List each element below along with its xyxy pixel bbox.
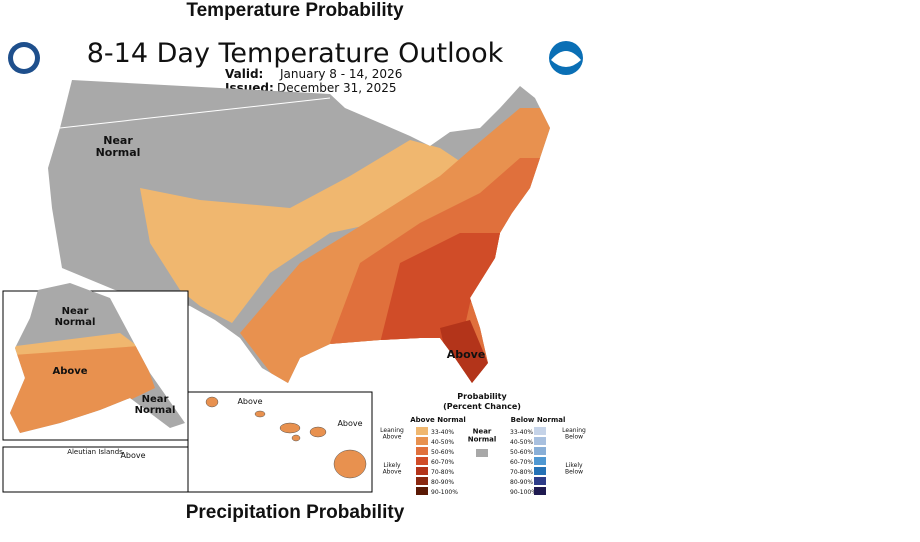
- legend-likely-above: Likely Above: [383, 462, 402, 476]
- ak-near-se-label: Near Normal: [135, 394, 176, 416]
- aleutian-label: Aleutian Islands: [67, 448, 123, 456]
- legend-above-swatch: [416, 437, 428, 445]
- legend-above-swatch: [416, 467, 428, 475]
- legend-below-swatch: [534, 447, 546, 455]
- state-borders: [59, 97, 331, 129]
- page-footer-title: Precipitation Probability: [185, 502, 405, 523]
- legend-below-header: Below Normal: [511, 416, 566, 424]
- legend-below-range: 40-50%: [510, 439, 533, 446]
- map-title: 8-14 Day Temperature Outlook: [87, 38, 504, 69]
- hi-island: [309, 426, 327, 438]
- legend-below-swatch: [534, 457, 546, 465]
- legend-below-range: 90-100%: [510, 489, 537, 496]
- legend-above-header: Above Normal: [410, 416, 466, 424]
- legend-below-swatch: [534, 487, 546, 495]
- doc-logo-inner: [13, 47, 35, 69]
- outlook-region: [440, 320, 488, 383]
- hi-above-west: Above: [237, 397, 262, 406]
- conus-near-label: Near Normal: [96, 134, 141, 159]
- legend-below-swatch: [534, 467, 546, 475]
- legend-below-swatch: [534, 437, 546, 445]
- legend-above-range: 80-90%: [431, 479, 454, 486]
- legend-above-range: 90-100%: [431, 489, 458, 496]
- legend-above-swatch: [416, 447, 428, 455]
- legend-title: Probability: [457, 392, 507, 401]
- legend-above-swatch: [416, 427, 428, 435]
- hi-island: [205, 396, 219, 408]
- legend-near-swatch: [476, 449, 488, 457]
- legend-below-range: 70-80%: [510, 469, 533, 476]
- hi-above-east: Above: [337, 419, 362, 428]
- valid-value: January 8 - 14, 2026: [279, 67, 402, 81]
- aleutian-above-label: Above: [120, 451, 145, 460]
- legend-above-range: 50-60%: [431, 449, 454, 456]
- legend-above-range: 60-70%: [431, 459, 454, 466]
- legend-below-range: 80-90%: [510, 479, 533, 486]
- ak-leaning: [10, 333, 140, 358]
- issued-value: December 31, 2025: [277, 81, 396, 95]
- legend-below-swatch: [534, 427, 546, 435]
- ak-above-label: Above: [52, 366, 87, 377]
- legend-above-swatch: [416, 457, 428, 465]
- legend-above-swatch: [416, 487, 428, 495]
- legend-subtitle: (Percent Chance): [443, 402, 521, 411]
- noaa-logo-inner: [551, 51, 581, 67]
- hawaii: [205, 396, 367, 479]
- legend-above-range: 70-80%: [431, 469, 454, 476]
- legend-leaning-below: Leaning Below: [562, 427, 586, 441]
- hi-island: [291, 434, 301, 442]
- legend-above-range: 33-40%: [431, 429, 454, 436]
- legend-below-range: 50-60%: [510, 449, 533, 456]
- legend-likely-below: Likely Below: [565, 462, 583, 476]
- hi-island: [333, 449, 367, 479]
- ak-above: [10, 346, 155, 433]
- hi-island: [254, 410, 266, 418]
- conus-above-label: Above: [447, 348, 486, 361]
- legend-above-range: 40-50%: [431, 439, 454, 446]
- ak-near-top-label: Near Normal: [55, 306, 96, 328]
- outlook-region: [140, 140, 470, 323]
- legend-above-swatch: [416, 477, 428, 485]
- valid-label: Valid:: [225, 67, 263, 81]
- legend-near: Near Normal: [468, 428, 497, 444]
- page-title: Temperature Probability: [186, 0, 404, 21]
- legend-below-swatch: [534, 477, 546, 485]
- legend-below-range: 33-40%: [510, 429, 533, 436]
- legend-leaning-above: Leaning Above: [380, 427, 404, 441]
- legend-below-range: 60-70%: [510, 459, 533, 466]
- legend: Probability (Percent Chance) Above Norma…: [380, 392, 586, 496]
- outlook-map: 8-14 Day Temperature Outlook Valid: Janu…: [2, 38, 586, 496]
- hi-island: [279, 422, 301, 434]
